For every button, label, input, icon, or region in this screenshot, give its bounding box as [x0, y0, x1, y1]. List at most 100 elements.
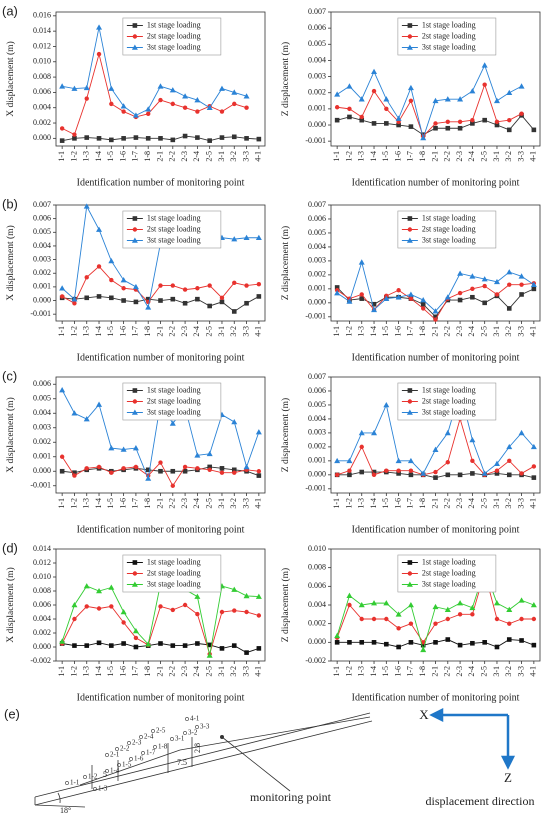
x-tick-label: 1-5	[106, 151, 115, 162]
data-point	[358, 602, 365, 608]
y-axis-label: X displacement (m)	[5, 567, 16, 642]
data-point	[244, 300, 249, 306]
x-tick-label: 3-3	[516, 498, 525, 509]
x-tick-label: 1-2	[344, 498, 353, 509]
data-point	[256, 613, 262, 618]
data-point	[59, 285, 66, 291]
y-tick-label: 0.008	[308, 562, 326, 571]
x-tick-label: 2-2	[443, 498, 452, 509]
data-point	[83, 583, 90, 589]
x-axis-label: Identification number of monitoring poin…	[77, 352, 245, 363]
data-point	[145, 475, 152, 481]
x-tick-label: 3-1	[217, 498, 226, 509]
data-point	[231, 309, 237, 314]
x-tick-label: 1-2	[69, 666, 78, 677]
y-tick-label: 0.001	[308, 456, 326, 465]
x-tick-label: 2-2	[443, 326, 452, 337]
y-tick-label: -0.002	[30, 656, 51, 665]
data-point	[371, 429, 378, 436]
data-point	[531, 127, 537, 133]
data-point	[121, 641, 126, 646]
data-point	[59, 138, 65, 143]
data-point	[243, 463, 250, 470]
x-tick-label: 1-8	[418, 326, 427, 337]
data-point	[420, 646, 427, 653]
data-point	[408, 472, 414, 478]
y-tick-label: 0.010	[308, 544, 326, 553]
data-point	[231, 586, 238, 592]
data-point	[494, 644, 500, 650]
x-tick-label: 1-6	[393, 498, 402, 509]
data-point	[109, 295, 114, 301]
legend-marker	[407, 216, 413, 221]
data-point	[384, 641, 389, 647]
y-tick-label: 0.014	[33, 544, 51, 553]
data-point	[494, 119, 500, 124]
data-point	[359, 444, 364, 450]
data-point	[121, 298, 126, 303]
data-point	[384, 468, 389, 473]
x-tick-label: 2-5	[480, 666, 489, 677]
data-point	[334, 285, 340, 290]
data-point	[244, 283, 249, 288]
y-tick-label: 0.000	[308, 637, 326, 646]
data-point	[383, 600, 390, 606]
x-tick-label: 1-8	[418, 151, 427, 162]
data-point	[206, 104, 213, 111]
data-point	[444, 294, 451, 300]
data-point	[433, 469, 438, 475]
data-point	[108, 584, 115, 590]
data-point	[506, 443, 513, 450]
y-tick-label: 0.003	[308, 428, 326, 437]
x-tick-label: 1-2	[69, 151, 78, 162]
data-point	[219, 109, 225, 114]
x-tick-label: 1-1	[332, 498, 341, 509]
data-point	[457, 297, 463, 303]
data-point	[256, 294, 262, 299]
data-point	[518, 597, 525, 603]
x-tick-label: 1-3	[82, 666, 91, 677]
point-symbol	[105, 753, 109, 757]
data-point	[96, 226, 103, 232]
legend-marker	[131, 44, 138, 50]
data-point	[506, 637, 512, 642]
y-tick-label: 0.001	[308, 104, 326, 113]
x-tick-label: 2-5	[205, 151, 214, 162]
data-point	[59, 638, 66, 644]
chart: -0.001 0.000 0.001 0.002 0.003 0.004 0.005 0.00…	[280, 372, 541, 535]
data-point	[219, 466, 225, 471]
data-point	[133, 299, 139, 305]
data-point	[395, 115, 402, 121]
data-point	[219, 646, 225, 651]
data-point	[72, 643, 77, 648]
data-point	[494, 468, 500, 473]
x-tick-label: 2-2	[168, 326, 177, 337]
data-point	[457, 290, 463, 296]
y-tick-label: 0.014	[33, 26, 51, 35]
data-point	[206, 652, 213, 658]
x-tick-label: 1-8	[143, 151, 152, 162]
data-point	[383, 295, 390, 301]
data-point	[231, 89, 238, 95]
y-tick-label: 0.000	[33, 642, 51, 651]
data-point	[195, 611, 200, 617]
data-point	[359, 117, 365, 123]
x-axis-label: Identification number of monitoring poin…	[352, 692, 520, 703]
legend-marker	[132, 571, 138, 576]
data-point	[96, 640, 102, 646]
x-tick-label: 2-1	[430, 151, 439, 162]
data-point	[359, 616, 364, 622]
data-point	[470, 286, 475, 292]
x-tick-label: 4-1	[254, 151, 263, 162]
data-point	[206, 450, 213, 457]
x-tick-label: 4-1	[529, 151, 538, 162]
data-point	[59, 126, 65, 131]
y-tick-label: 0.006	[33, 600, 51, 609]
legend-marker	[407, 571, 413, 576]
x-tick-label: 3-2	[229, 151, 238, 162]
data-point	[395, 294, 402, 300]
data-point	[470, 471, 475, 476]
legend-marker	[132, 227, 138, 232]
data-point	[170, 296, 176, 302]
y-tick-label: 0.006	[308, 581, 326, 590]
